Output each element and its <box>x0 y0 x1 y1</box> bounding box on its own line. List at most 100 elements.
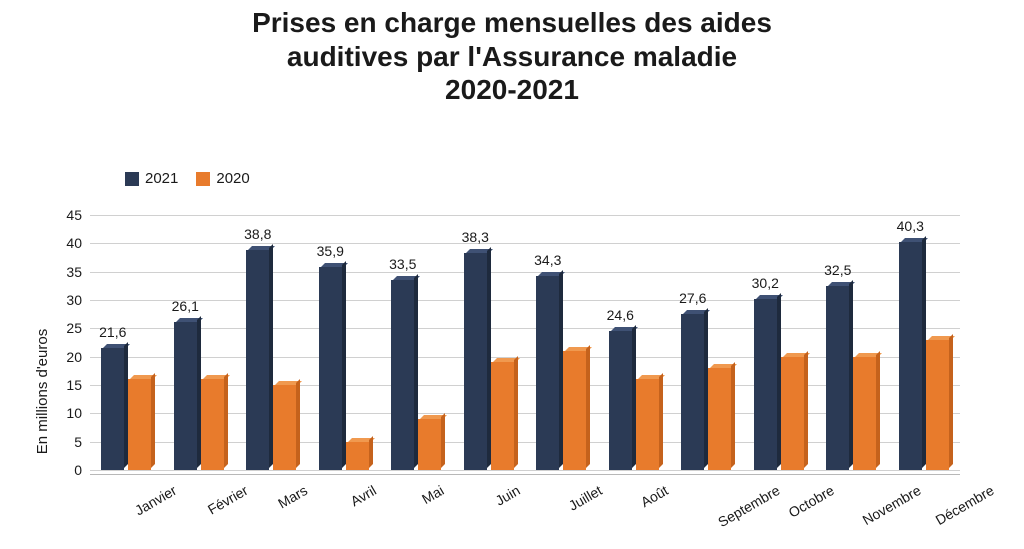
data-label: 21,6 <box>93 324 133 340</box>
bar-side <box>224 373 228 468</box>
bar-front <box>899 242 922 470</box>
bar-front <box>464 253 487 470</box>
y-tick-label: 0 <box>52 462 82 478</box>
y-tick-label: 25 <box>52 320 82 336</box>
legend-label: 2021 <box>145 170 178 187</box>
bar-front <box>391 280 414 470</box>
y-tick-label: 30 <box>52 292 82 308</box>
bar-front <box>201 379 224 470</box>
bar-side <box>804 351 808 468</box>
bar-2021-septembre <box>681 314 704 470</box>
data-label: 34,3 <box>528 252 568 268</box>
bar-front <box>273 385 296 470</box>
legend-item-2020: 2020 <box>196 170 249 187</box>
bar-front <box>926 340 949 470</box>
legend-swatch <box>125 172 139 186</box>
bar-2020-mars <box>273 385 296 470</box>
y-tick-label: 10 <box>52 405 82 421</box>
data-label: 40,3 <box>890 218 930 234</box>
x-tick-label: Juillet <box>566 482 605 514</box>
bar-side <box>659 373 663 468</box>
bar-group-avril <box>319 267 369 470</box>
data-label: 32,5 <box>818 262 858 278</box>
bar-side <box>296 379 300 468</box>
data-label: 24,6 <box>600 307 640 323</box>
bar-group-juillet <box>536 276 586 470</box>
bar-front <box>853 357 876 470</box>
title-line-1: Prises en charge mensuelles des aides <box>252 7 772 38</box>
bar-group-septembre <box>681 314 731 470</box>
bar-2021-mars <box>246 250 269 470</box>
bar-side <box>586 345 590 468</box>
bar-side <box>876 351 880 468</box>
legend-swatch <box>196 172 210 186</box>
bar-group-août <box>609 331 659 470</box>
bar-2020-septembre <box>708 368 731 470</box>
bar-side <box>441 413 445 468</box>
x-tick-label: Novembre <box>860 482 924 528</box>
bar-2020-avril <box>346 442 369 470</box>
bar-front <box>246 250 269 470</box>
bar-2021-juillet <box>536 276 559 470</box>
bar-2021-décembre <box>899 242 922 470</box>
bar-2021-novembre <box>826 286 849 470</box>
bar-2020-juillet <box>563 351 586 470</box>
bar-front <box>681 314 704 470</box>
legend: 2021 2020 <box>125 170 250 187</box>
data-label: 27,6 <box>673 290 713 306</box>
bar-group-novembre <box>826 286 876 470</box>
x-tick-label: Avril <box>347 482 378 509</box>
x-tick-label: Juin <box>492 482 522 509</box>
x-tick-label: Décembre <box>932 482 996 528</box>
y-axis-label: En millions d'euros <box>34 328 51 453</box>
bar-front <box>101 348 124 470</box>
bar-2021-janvier <box>101 348 124 470</box>
bar-group-mai <box>391 280 441 470</box>
bar-front <box>609 331 632 470</box>
y-tick-label: 35 <box>52 264 82 280</box>
x-tick-label: Mars <box>275 482 310 511</box>
x-tick-label: Août <box>638 482 671 510</box>
chart-container: Prises en charge mensuelles des aides au… <box>0 0 1024 549</box>
bar-2020-octobre <box>781 357 804 470</box>
bar-2020-décembre <box>926 340 949 470</box>
y-tick-label: 15 <box>52 377 82 393</box>
x-tick-label: Octobre <box>785 482 836 521</box>
bar-side <box>151 373 155 468</box>
y-tick-label: 45 <box>52 207 82 223</box>
gridline <box>90 215 960 216</box>
y-tick-label: 40 <box>52 235 82 251</box>
bar-2021-juin <box>464 253 487 470</box>
plot-area: 05101520253035404521,6Janvier26,1Février… <box>90 215 960 470</box>
legend-item-2021: 2021 <box>125 170 178 187</box>
bar-2020-février <box>201 379 224 470</box>
chart-title: Prises en charge mensuelles des aides au… <box>0 6 1024 107</box>
bar-group-juin <box>464 253 514 470</box>
bar-side <box>369 436 373 468</box>
data-label: 38,8 <box>238 226 278 242</box>
x-tick-label: Septembre <box>715 482 782 530</box>
bar-2021-avril <box>319 267 342 470</box>
bar-front <box>754 299 777 470</box>
bar-front <box>418 419 441 470</box>
bar-2021-octobre <box>754 299 777 470</box>
bar-side <box>514 356 518 468</box>
bar-front <box>826 286 849 470</box>
data-label: 30,2 <box>745 275 785 291</box>
y-tick-label: 20 <box>52 349 82 365</box>
bar-2020-novembre <box>853 357 876 470</box>
bar-front <box>174 322 197 470</box>
bar-group-février <box>174 322 224 470</box>
bar-group-mars <box>246 250 296 470</box>
data-label: 38,3 <box>455 229 495 245</box>
bar-2020-août <box>636 379 659 470</box>
bar-2021-mai <box>391 280 414 470</box>
bar-front <box>708 368 731 470</box>
bar-side <box>731 362 735 468</box>
bar-side <box>949 334 953 468</box>
bar-front <box>128 379 151 470</box>
title-line-3: 2020-2021 <box>445 74 579 105</box>
x-tick-label: Janvier <box>132 482 179 518</box>
bar-group-décembre <box>899 242 949 470</box>
title-line-2: auditives par l'Assurance maladie <box>287 41 737 72</box>
